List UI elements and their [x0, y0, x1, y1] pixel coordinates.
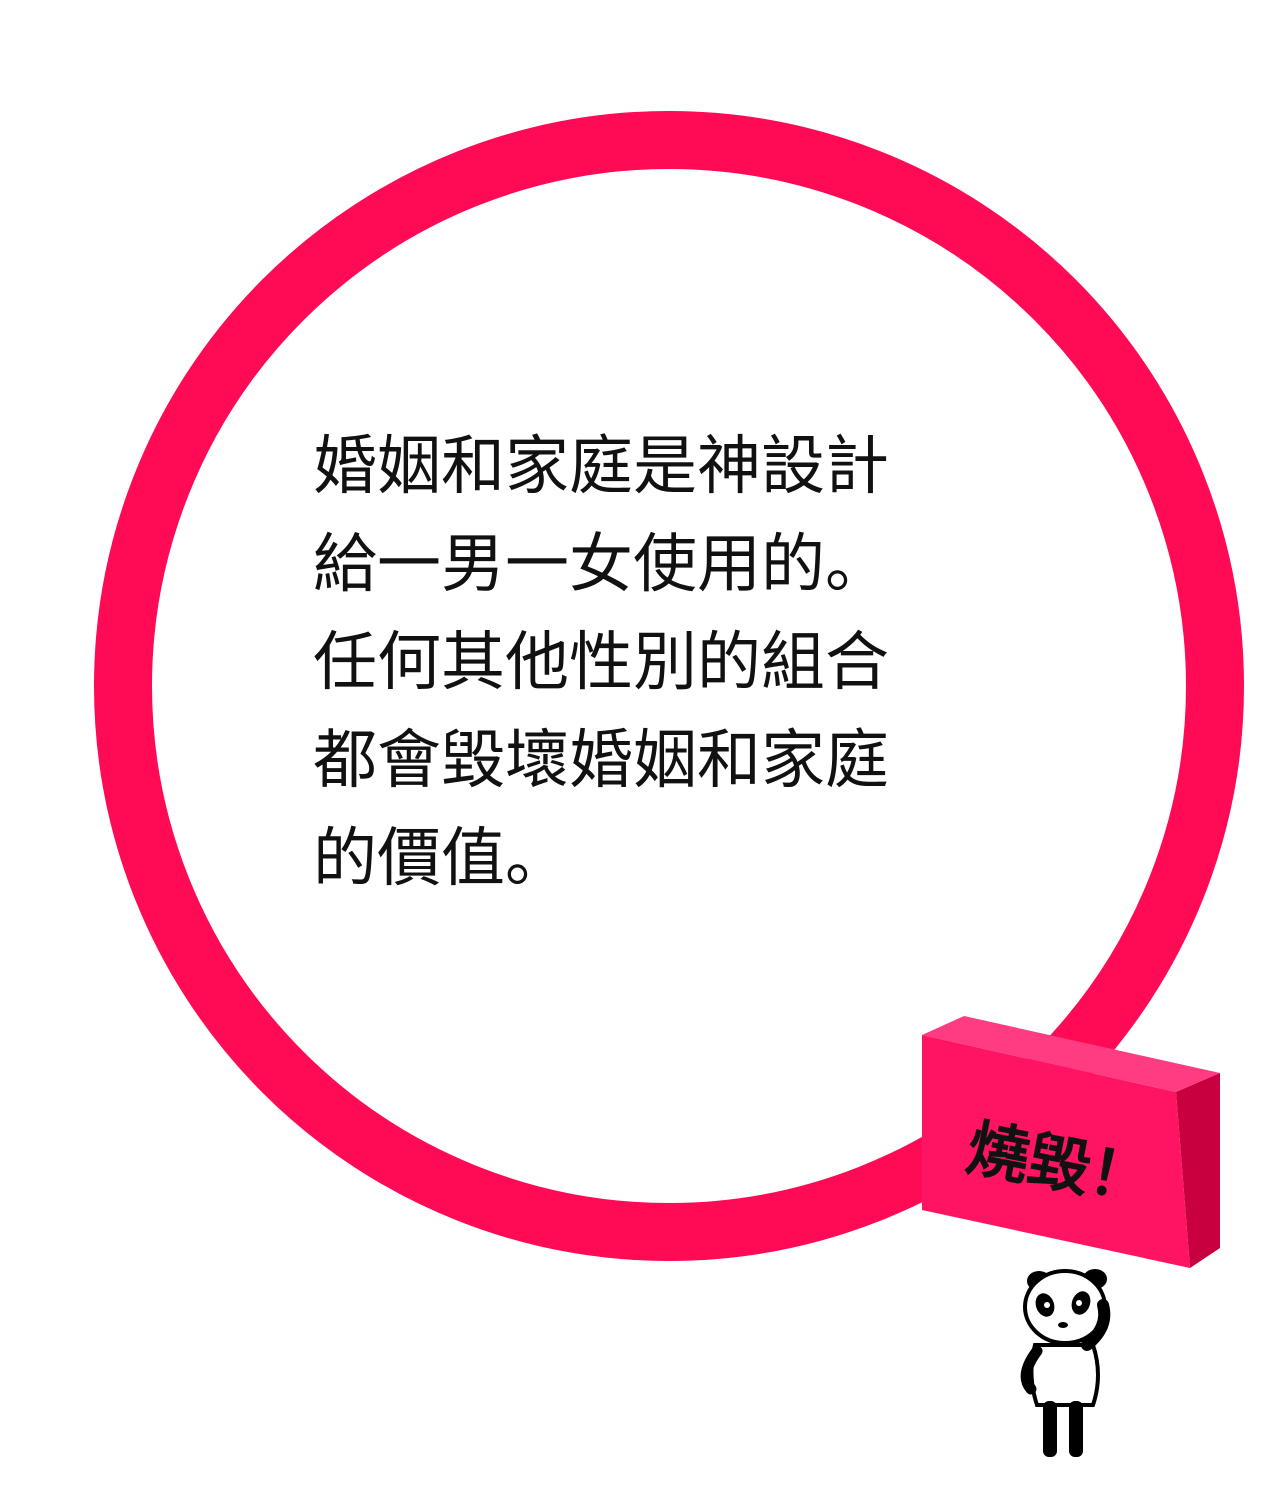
- quote-line-3: 任何其他性別的組合: [313, 626, 889, 700]
- sign-front-face: [922, 1035, 1190, 1268]
- sign-top-face: [922, 1016, 1220, 1092]
- panda-icon: [1020, 1269, 1111, 1457]
- quote-line-5: 的價值。: [313, 822, 569, 896]
- burn-sign: [922, 1016, 1220, 1268]
- quote-line-2: 給一男一女使用的。: [313, 528, 889, 602]
- quote-line-4: 都會毀壞婚姻和家庭: [313, 724, 889, 798]
- quote-text: 婚姻和家庭是神設計 給一男一女使用的。 任何其他性別的組合 都會毀壞婚姻和家庭 …: [313, 418, 973, 908]
- sign-side-face: [1176, 1073, 1220, 1268]
- quote-line-1: 婚姻和家庭是神設計: [313, 430, 889, 504]
